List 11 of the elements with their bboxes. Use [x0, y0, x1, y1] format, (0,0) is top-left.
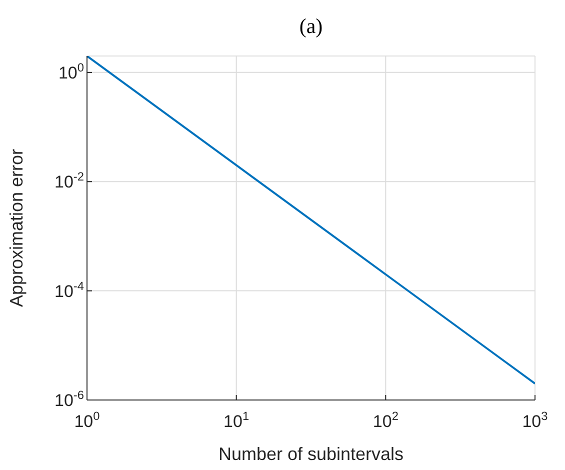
y-axis-title: Approximation error: [6, 148, 26, 308]
y-tick-label: 10$^{0}$: [58, 60, 84, 82]
x-axis-title: Number of subintervals: [218, 444, 404, 464]
y-tick-label: 10$^{-6}$: [54, 388, 84, 410]
x-tick-label: 10$^{2}$: [372, 409, 399, 431]
y-tick-label: 10$^{-2}$: [54, 170, 84, 192]
x-tick-label: 10$^{3}$: [522, 409, 548, 431]
x-tick-label: 10$^{1}$: [224, 409, 250, 431]
chart-title: (a): [298, 14, 324, 39]
y-tick-label: 10$^{-4}$: [54, 278, 84, 301]
x-tick-label: 10$^{0}$: [74, 409, 100, 431]
